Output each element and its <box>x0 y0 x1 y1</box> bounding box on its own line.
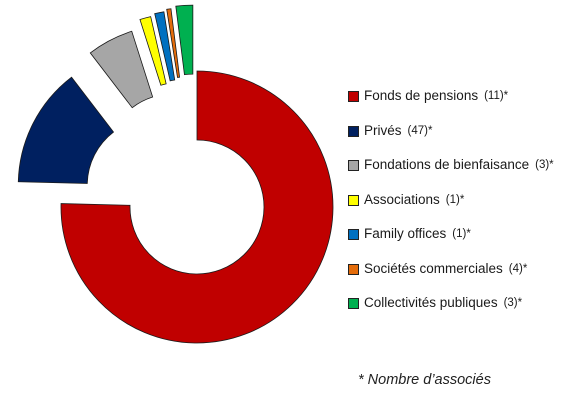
slice-fonds-de-pensions <box>60 70 334 344</box>
legend-count: (1)* <box>452 228 471 240</box>
legend-swatch <box>348 298 359 309</box>
slice-associations <box>139 16 167 86</box>
legend-count: (11)* <box>484 90 509 102</box>
legend-swatch <box>348 229 359 240</box>
footnote: * Nombre d’associés <box>358 372 491 388</box>
legend-swatch <box>348 194 359 206</box>
slice-collectivites-publiques <box>175 4 194 76</box>
donut-chart <box>17 4 334 344</box>
slice-family-offices <box>154 11 176 82</box>
legend-item-societes-commerciales[interactable]: Sociétés commerciales (4)* <box>348 261 554 296</box>
legend-item-family-offices[interactable]: Family offices (1)* <box>348 226 554 261</box>
legend-swatch <box>348 160 359 171</box>
legend-count: (3)* <box>503 297 523 309</box>
legend-count: (3)* <box>535 159 554 171</box>
legend-label: Sociétés commerciales <box>364 260 503 276</box>
legend-item-fonds-de-pensions[interactable]: Fonds de pensions (11)* <box>348 88 554 123</box>
legend-swatch <box>348 125 359 137</box>
legend-label: Associations <box>364 191 440 207</box>
legend-label: Fonds de pensions <box>364 88 479 103</box>
legend-item-fondations[interactable]: Fondations de bienfaisance (3)* <box>348 157 554 192</box>
legend-label: Collectivités publiques <box>364 295 498 310</box>
legend-count: (47)* <box>407 124 433 137</box>
legend-count: (1)* <box>445 193 465 206</box>
legend-count: (4)* <box>508 262 528 275</box>
slice-prives <box>17 76 115 184</box>
legend-label: Privés <box>364 122 402 138</box>
legend-label: Fondations de bienfaisance <box>364 157 530 172</box>
legend-item-collectivites-publiques[interactable]: Collectivités publiques (3)* <box>348 295 554 330</box>
legend-swatch <box>348 91 359 102</box>
legend-swatch <box>348 263 359 275</box>
legend: Fonds de pensions (11)* Privés (47)* Fon… <box>348 88 554 330</box>
slice-fondations-de-bienfaisance <box>89 30 154 109</box>
legend-item-prives[interactable]: Privés (47)* <box>348 123 554 158</box>
slice-societes-commerciales <box>166 8 181 78</box>
legend-label: Family offices <box>364 226 447 241</box>
legend-item-associations[interactable]: Associations (1)* <box>348 192 554 227</box>
